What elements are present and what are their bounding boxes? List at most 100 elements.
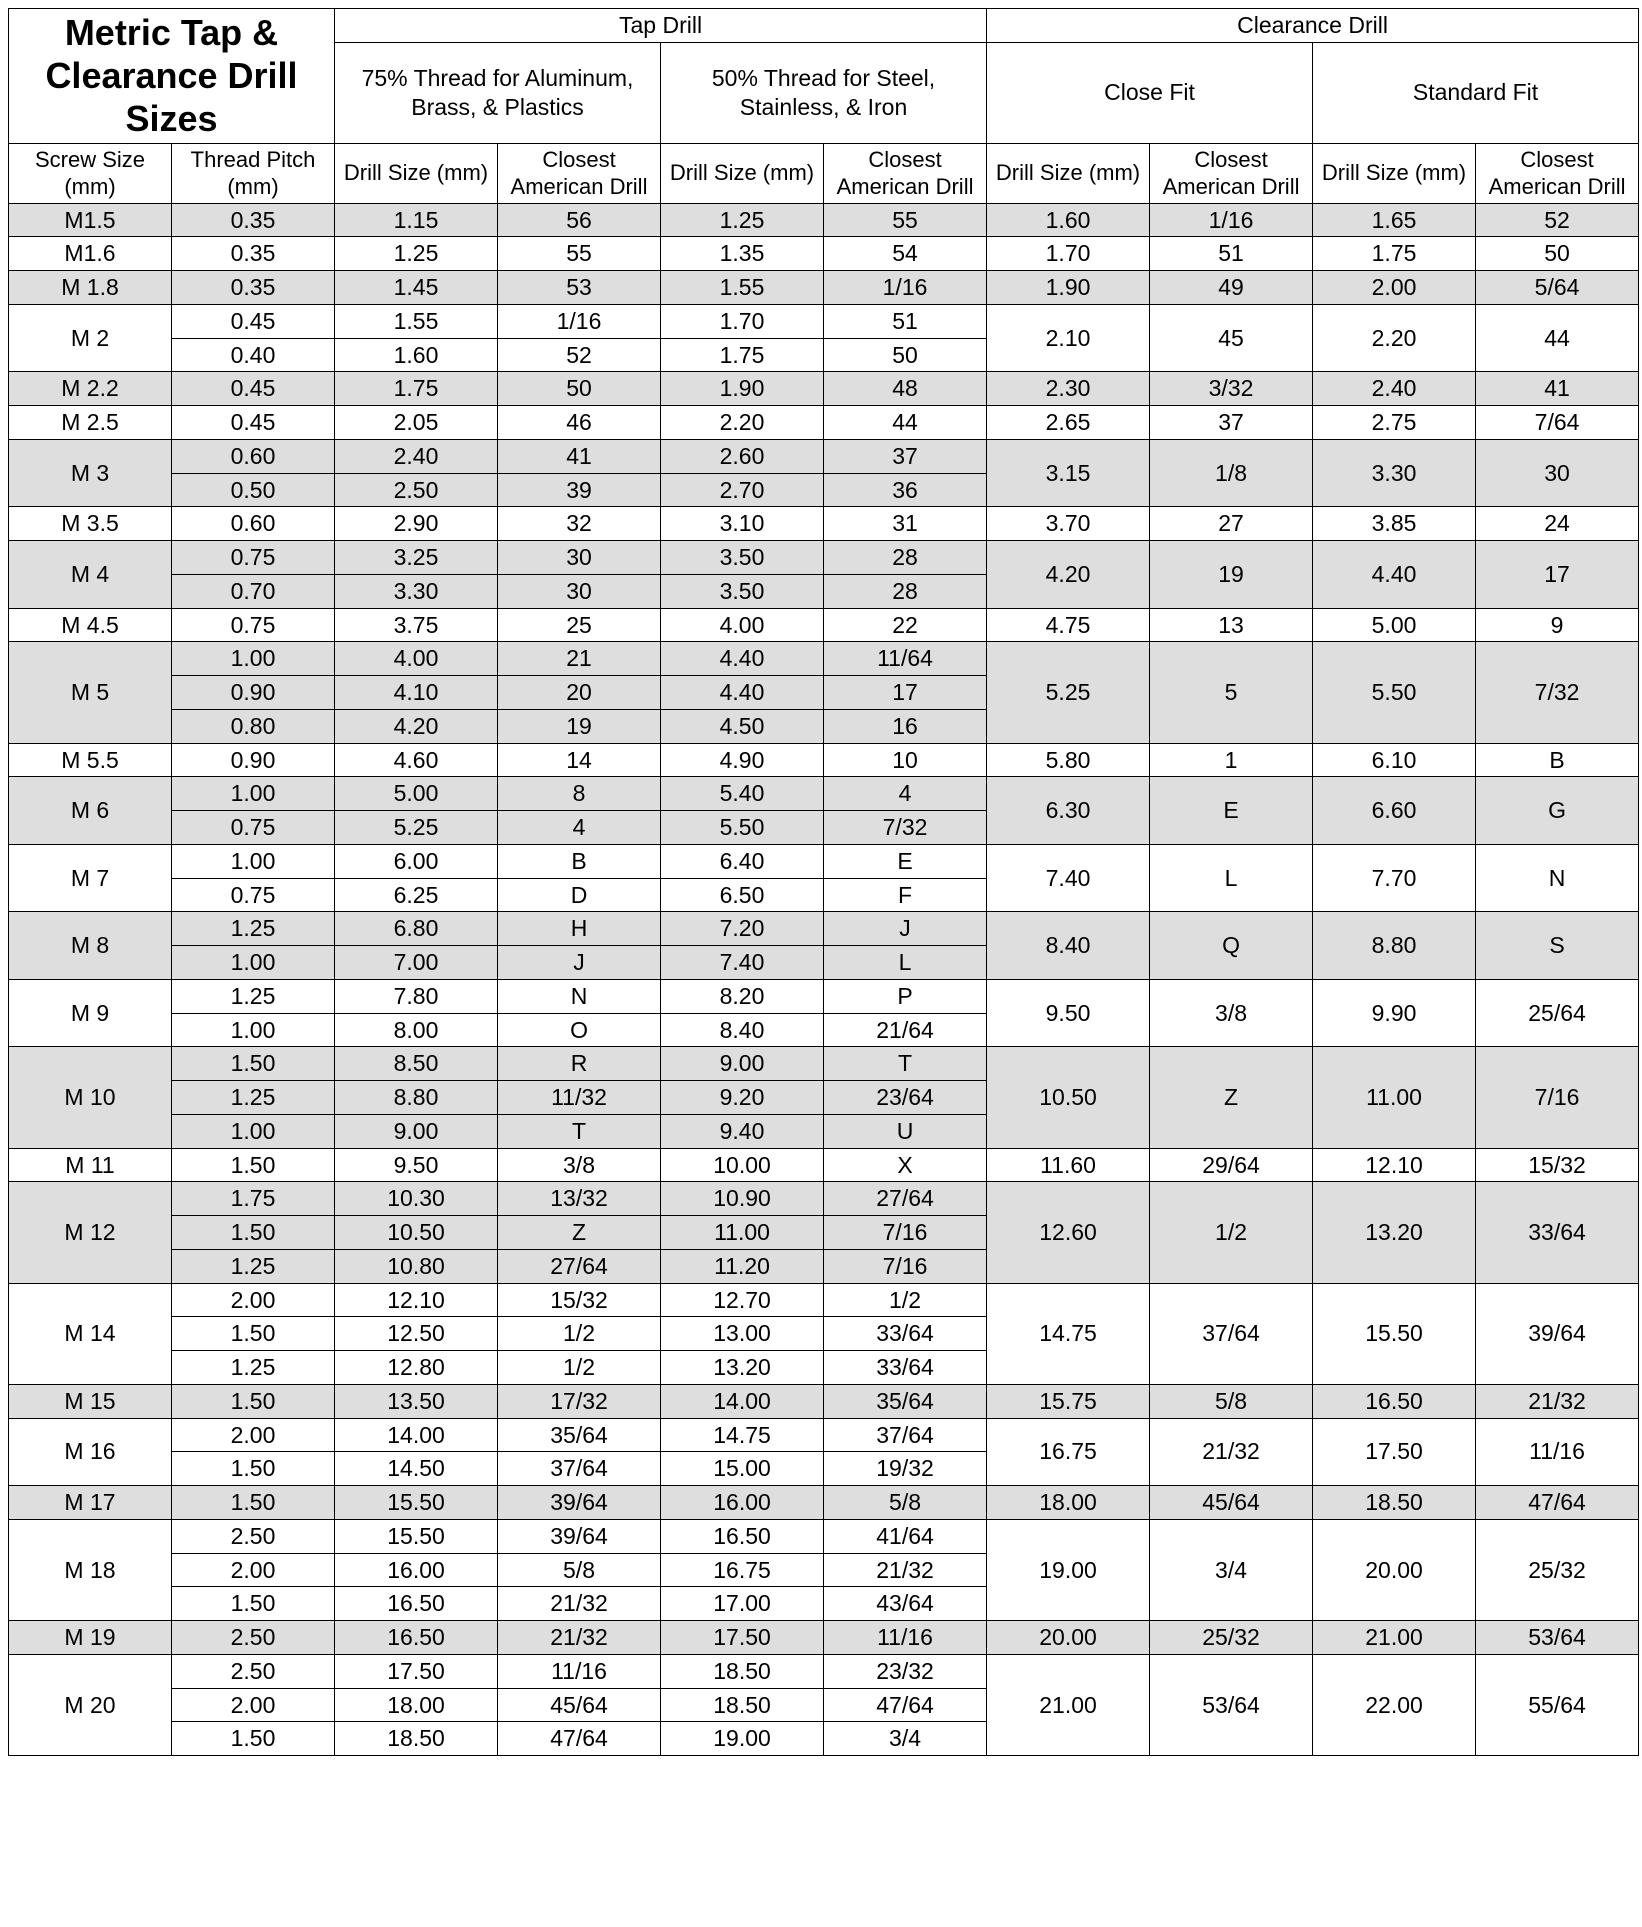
cell-close-drill-size: 5.80 [987, 743, 1150, 777]
cell-50-drill-size: 9.20 [661, 1081, 824, 1115]
cell-std-drill-size: 1.75 [1313, 237, 1476, 271]
cell-75-am-drill: 11/16 [498, 1654, 661, 1688]
cell-close-drill-size: 20.00 [987, 1621, 1150, 1655]
cell-thread-pitch: 2.00 [172, 1283, 335, 1317]
cell-75-am-drill: 45/64 [498, 1688, 661, 1722]
cell-75-drill-size: 2.40 [335, 439, 498, 473]
cell-std-am-drill: 25/32 [1476, 1519, 1639, 1620]
cell-close-drill-size: 2.10 [987, 304, 1150, 372]
cell-50-am-drill: 50 [824, 338, 987, 372]
cell-std-am-drill: 15/32 [1476, 1148, 1639, 1182]
table-row: M 91.257.80N8.20P9.503/89.9025/64 [9, 979, 1639, 1013]
cell-75-drill-size: 8.80 [335, 1081, 498, 1115]
cell-screw-size: M 19 [9, 1621, 172, 1655]
cell-50-am-drill: 47/64 [824, 1688, 987, 1722]
cell-thread-pitch: 1.50 [172, 1047, 335, 1081]
cell-75-am-drill: 27/64 [498, 1249, 661, 1283]
cell-50-drill-size: 6.40 [661, 844, 824, 878]
cell-std-drill-size: 4.40 [1313, 541, 1476, 609]
cell-75-drill-size: 18.00 [335, 1688, 498, 1722]
cell-50-am-drill: 36 [824, 473, 987, 507]
cell-close-am-drill: 1/16 [1150, 203, 1313, 237]
cell-thread-pitch: 1.50 [172, 1452, 335, 1486]
cell-std-drill-size: 22.00 [1313, 1654, 1476, 1755]
cell-75-am-drill: 41 [498, 439, 661, 473]
cell-std-am-drill: 55/64 [1476, 1654, 1639, 1755]
cell-75-drill-size: 8.50 [335, 1047, 498, 1081]
cell-75-drill-size: 17.50 [335, 1654, 498, 1688]
header-clearance-drill: Clearance Drill [987, 9, 1639, 43]
cell-thread-pitch: 1.25 [172, 1249, 335, 1283]
cell-50-drill-size: 3.50 [661, 541, 824, 575]
col-75-am-drill: Closest American Drill [498, 143, 661, 203]
cell-close-drill-size: 1.90 [987, 271, 1150, 305]
cell-75-drill-size: 16.50 [335, 1621, 498, 1655]
cell-50-am-drill: 33/64 [824, 1351, 987, 1385]
cell-75-am-drill: 11/32 [498, 1081, 661, 1115]
cell-close-am-drill: 1/8 [1150, 439, 1313, 507]
cell-std-am-drill: 5/64 [1476, 271, 1639, 305]
cell-75-am-drill: 14 [498, 743, 661, 777]
cell-std-drill-size: 20.00 [1313, 1519, 1476, 1620]
cell-50-drill-size: 1.90 [661, 372, 824, 406]
cell-close-drill-size: 15.75 [987, 1384, 1150, 1418]
cell-std-am-drill: 50 [1476, 237, 1639, 271]
cell-thread-pitch: 1.75 [172, 1182, 335, 1216]
cell-50-am-drill: 41/64 [824, 1519, 987, 1553]
cell-50-drill-size: 1.25 [661, 203, 824, 237]
cell-thread-pitch: 2.50 [172, 1519, 335, 1553]
cell-75-am-drill: 1/16 [498, 304, 661, 338]
cell-screw-size: M 4 [9, 541, 172, 609]
cell-50-drill-size: 3.10 [661, 507, 824, 541]
cell-50-am-drill: 22 [824, 608, 987, 642]
cell-std-am-drill: 53/64 [1476, 1621, 1639, 1655]
cell-close-drill-size: 11.60 [987, 1148, 1150, 1182]
cell-std-am-drill: 7/16 [1476, 1047, 1639, 1148]
cell-thread-pitch: 0.90 [172, 676, 335, 710]
cell-50-drill-size: 4.40 [661, 676, 824, 710]
cell-std-drill-size: 5.50 [1313, 642, 1476, 743]
table-row: M 202.5017.5011/1618.5023/3221.0053/6422… [9, 1654, 1639, 1688]
cell-screw-size: M 3 [9, 439, 172, 507]
cell-close-drill-size: 5.25 [987, 642, 1150, 743]
cell-75-drill-size: 1.60 [335, 338, 498, 372]
cell-50-am-drill: 4 [824, 777, 987, 811]
cell-75-drill-size: 6.80 [335, 912, 498, 946]
cell-std-am-drill: S [1476, 912, 1639, 980]
cell-thread-pitch: 0.35 [172, 271, 335, 305]
cell-thread-pitch: 0.70 [172, 574, 335, 608]
cell-75-am-drill: 56 [498, 203, 661, 237]
cell-50-drill-size: 6.50 [661, 878, 824, 912]
cell-50-am-drill: 16 [824, 709, 987, 743]
cell-thread-pitch: 1.00 [172, 777, 335, 811]
cell-50-drill-size: 17.00 [661, 1587, 824, 1621]
cell-75-am-drill: 52 [498, 338, 661, 372]
cell-thread-pitch: 0.80 [172, 709, 335, 743]
cell-75-am-drill: 39/64 [498, 1519, 661, 1553]
cell-close-am-drill: E [1150, 777, 1313, 845]
cell-thread-pitch: 0.35 [172, 237, 335, 271]
cell-50-am-drill: 1/2 [824, 1283, 987, 1317]
cell-75-am-drill: Z [498, 1216, 661, 1250]
cell-std-drill-size: 2.40 [1313, 372, 1476, 406]
cell-75-am-drill: 17/32 [498, 1384, 661, 1418]
cell-50-am-drill: 7/16 [824, 1249, 987, 1283]
cell-75-drill-size: 1.25 [335, 237, 498, 271]
cell-75-drill-size: 15.50 [335, 1519, 498, 1553]
cell-50-drill-size: 2.60 [661, 439, 824, 473]
cell-75-am-drill: 20 [498, 676, 661, 710]
cell-50-am-drill: 44 [824, 406, 987, 440]
cell-50-drill-size: 1.55 [661, 271, 824, 305]
cell-75-am-drill: 3/8 [498, 1148, 661, 1182]
col-thread-pitch: Thread Pitch (mm) [172, 143, 335, 203]
table-row: M 142.0012.1015/3212.701/214.7537/6415.5… [9, 1283, 1639, 1317]
table-row: M 111.509.503/810.00X11.6029/6412.1015/3… [9, 1148, 1639, 1182]
cell-thread-pitch: 2.50 [172, 1621, 335, 1655]
table-row: M 182.5015.5039/6416.5041/6419.003/420.0… [9, 1519, 1639, 1553]
cell-75-am-drill: 15/32 [498, 1283, 661, 1317]
cell-75-am-drill: 1/2 [498, 1317, 661, 1351]
cell-50-am-drill: 11/64 [824, 642, 987, 676]
cell-close-am-drill: 37/64 [1150, 1283, 1313, 1384]
cell-50-drill-size: 1.75 [661, 338, 824, 372]
cell-thread-pitch: 2.00 [172, 1418, 335, 1452]
